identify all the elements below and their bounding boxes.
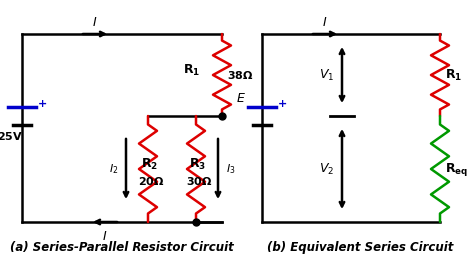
Text: $I$: $I$ [102,230,108,243]
Text: +: + [38,99,47,109]
Text: $V_2$: $V_2$ [319,162,334,177]
Text: (b) Equivalent Series Circuit: (b) Equivalent Series Circuit [267,241,453,254]
Text: $V_1$: $V_1$ [319,67,334,83]
Text: $\mathbf{38\Omega}$: $\mathbf{38\Omega}$ [227,69,254,81]
Text: $\mathit{E}$: $\mathit{E}$ [236,92,246,105]
Text: $\mathbf{R_1}$: $\mathbf{R_1}$ [445,67,462,83]
Text: $\mathbf{R_1}$: $\mathbf{R_1}$ [183,63,200,78]
Text: +: + [278,99,287,109]
Text: $\mathbf{30\Omega}$: $\mathbf{30\Omega}$ [186,175,212,187]
Text: $I$: $I$ [92,16,98,29]
Text: $I_3$: $I_3$ [226,162,236,176]
Text: $\mathbf{25V}$: $\mathbf{25V}$ [0,130,23,142]
Text: $\mathbf{R_{eq}}$: $\mathbf{R_{eq}}$ [445,161,468,177]
Text: $\mathbf{20\Omega}$: $\mathbf{20\Omega}$ [137,175,164,187]
Text: $\mathbf{R_2}$: $\mathbf{R_2}$ [141,157,159,172]
Text: $\mathbf{R_3}$: $\mathbf{R_3}$ [190,157,207,172]
Text: $I_2$: $I_2$ [109,162,118,176]
Text: $I$: $I$ [322,16,328,29]
Text: (a) Series-Parallel Resistor Circuit: (a) Series-Parallel Resistor Circuit [10,241,234,254]
